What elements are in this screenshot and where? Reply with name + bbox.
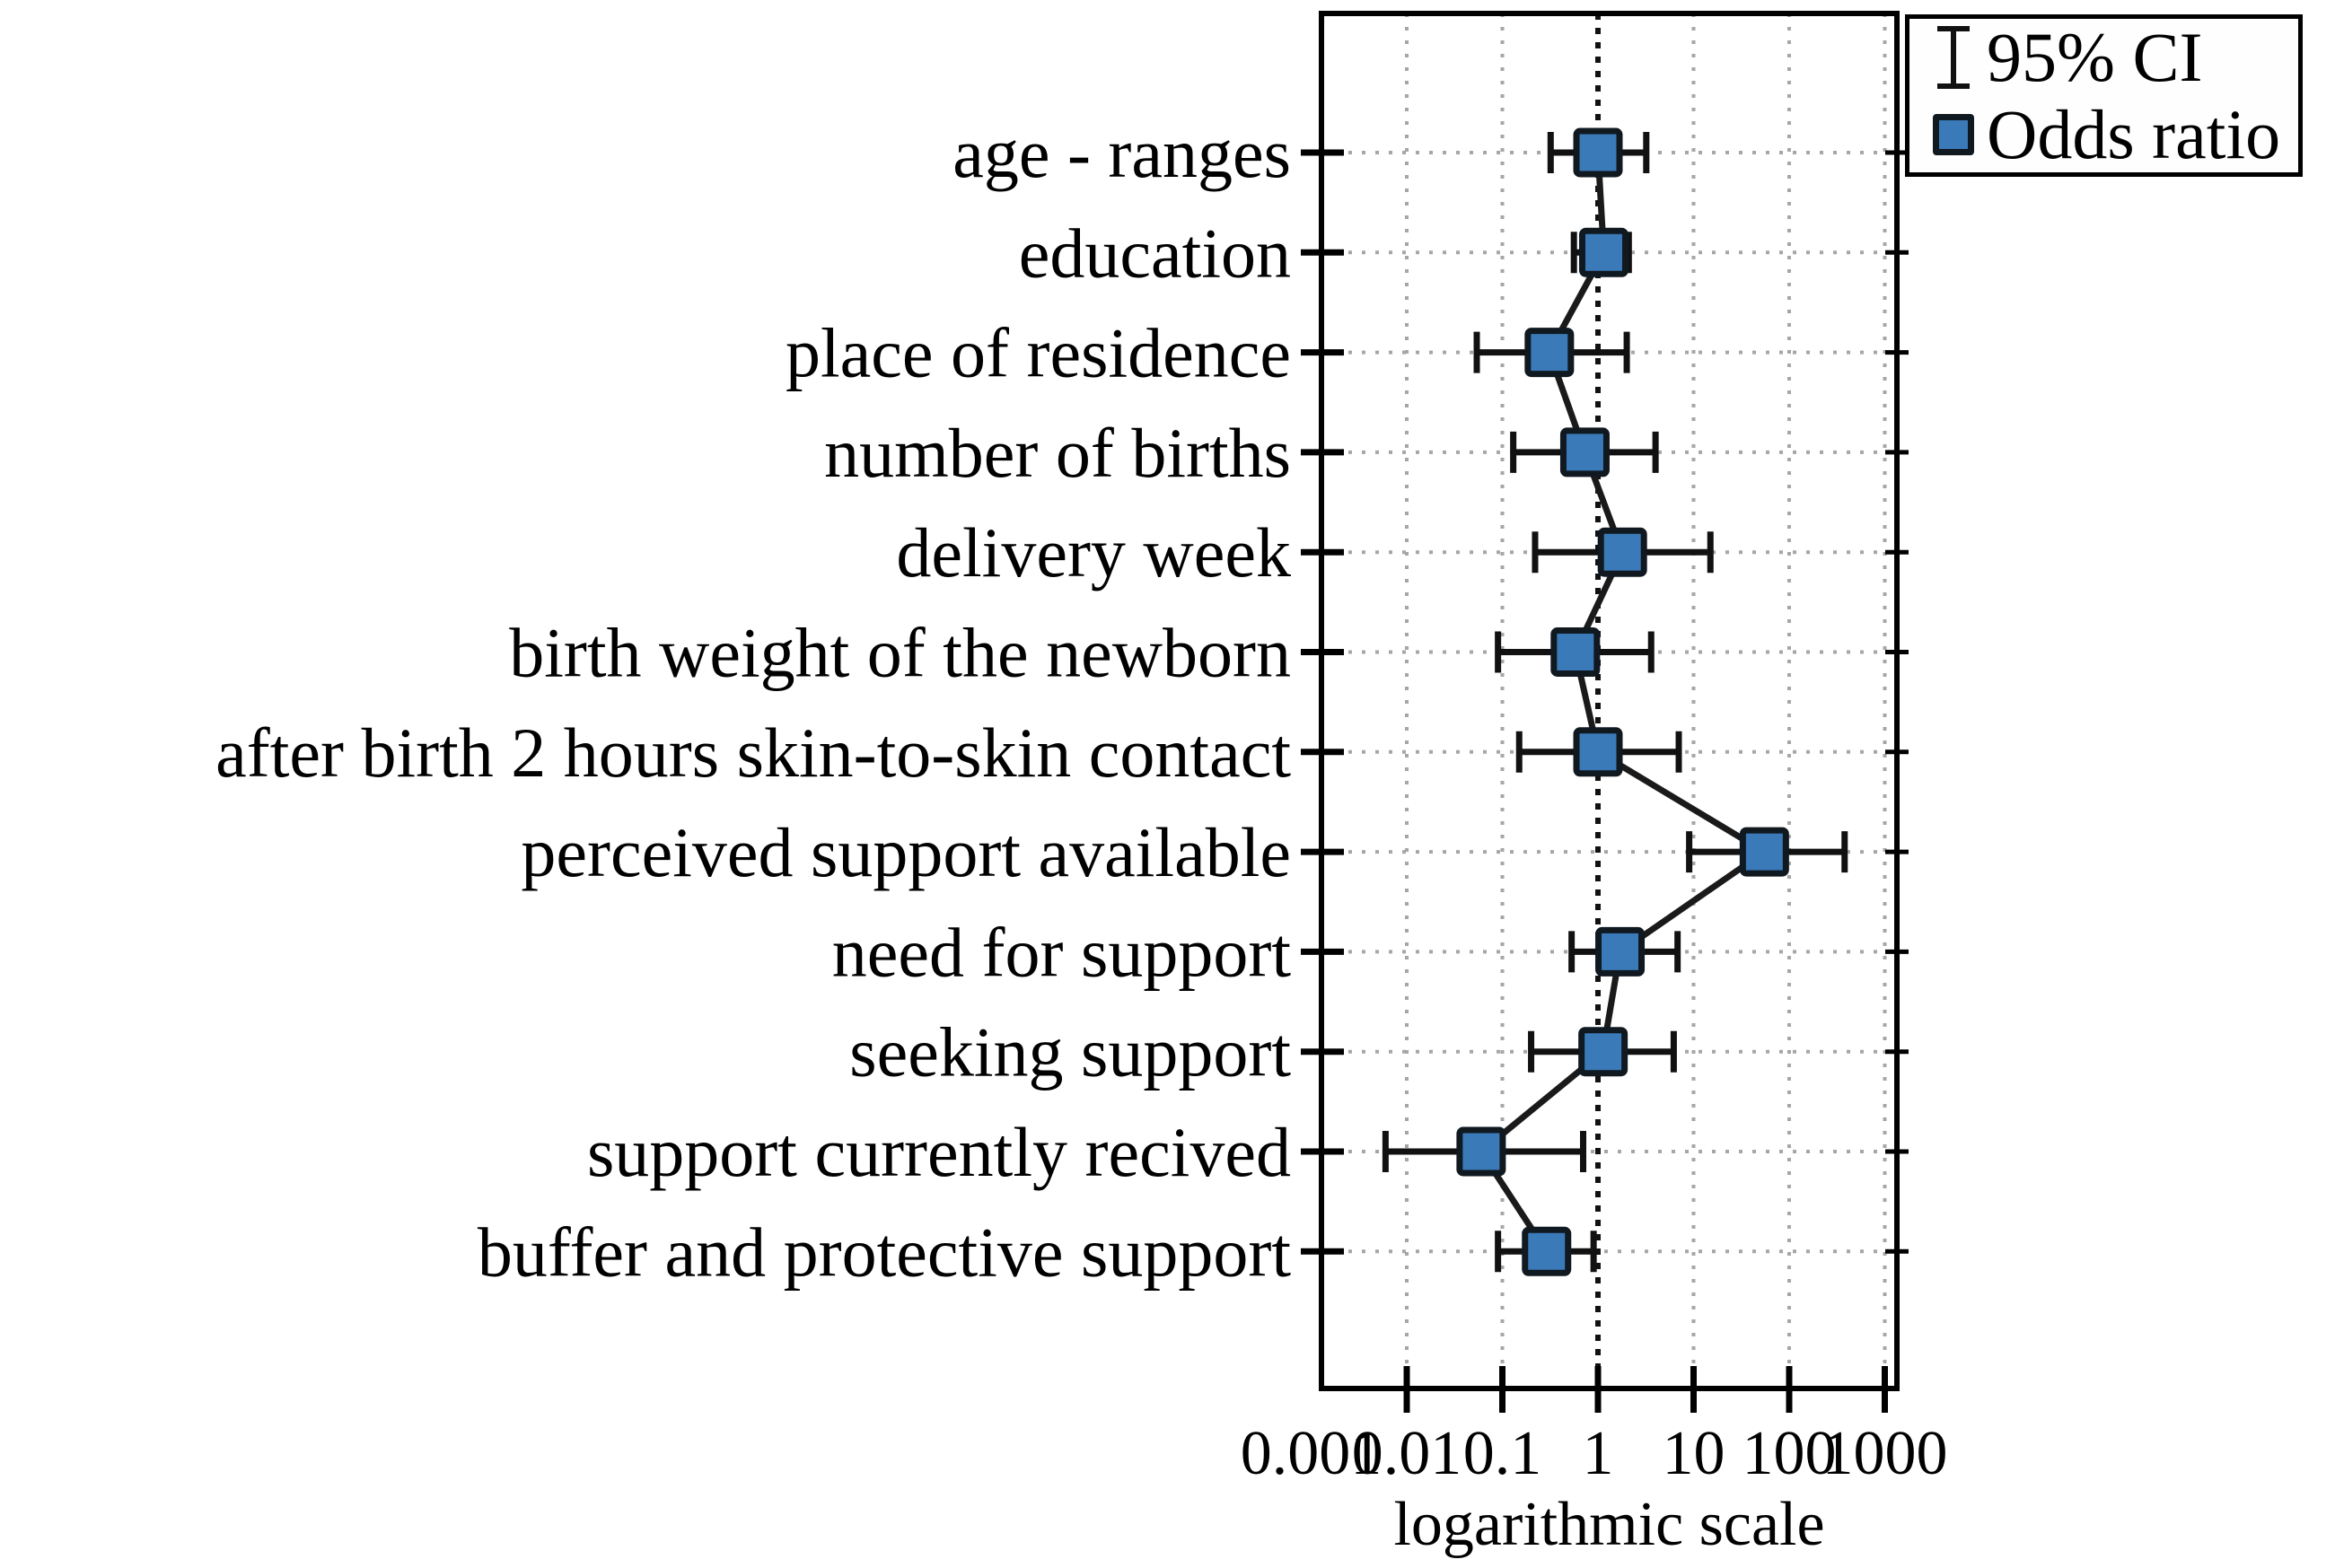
y-axis-label: perceived support available [521,813,1291,891]
odds-ratio-marker [1597,527,1647,577]
series-line [1477,152,1770,1254]
odds-ratio-marker [1550,627,1601,677]
odds-ratio-marker [1522,1226,1572,1276]
odds-ratio-marker [1595,926,1646,977]
odds-ratio-marker-icon [1933,113,1974,155]
x-tick-label: 1000 [1822,1419,1948,1488]
x-tick-label: 0.001 [1241,1419,1383,1488]
odds-ratio-marker [1578,1027,1628,1077]
y-axis-label: number of births [824,414,1291,492]
x-tick-label: 10 [1663,1419,1725,1488]
y-axis-label: birth weight of the newborn [509,614,1291,692]
y-axis-label: seeking support [849,1013,1291,1091]
y-axis-label: education [1019,214,1291,292]
x-tick-label: 0.01 [1352,1419,1462,1488]
odds-ratio-marker [1524,328,1575,378]
odds-ratio-marker [1573,127,1623,178]
x-tick-label: 1 [1583,1419,1614,1488]
x-tick-label: 0.1 [1463,1419,1542,1488]
y-axis-label: support currently recived [587,1113,1291,1191]
odds-ratio-connecting-line [1477,152,1770,1254]
odds-ratio-marker [1456,1126,1506,1177]
y-axis-label: age - ranges [952,114,1291,192]
ci-errorbar-icon [1937,25,1970,89]
odds-ratio-marker [1578,227,1628,277]
plot-border [1319,11,1900,1391]
y-axis-label: place of residence [786,314,1291,392]
legend-label-ci: 95% CI [1987,17,2203,96]
plot-frame [1319,11,1900,1391]
legend: 95% CI Odds ratio [1905,14,2303,177]
odds-ratio-markers [1456,127,1789,1276]
y-axis-label: need for support [832,913,1292,991]
ci-error-bars [1382,132,1848,1273]
legend-item-odds-ratio: Odds ratio [1909,99,2298,171]
axis-ticks [1301,149,1909,1413]
odds-ratio-marker [1739,827,1789,877]
legend-item-ci: 95% CI [1909,22,2298,93]
y-axis-label: buffer and protective support [478,1213,1291,1291]
odds-ratio-marker [1559,427,1610,477]
x-tick-label: 100 [1742,1419,1837,1488]
legend-label-odds-ratio: Odds ratio [1987,94,2281,173]
vertical-gridlines [1405,13,1887,1388]
y-axis-label: after birth 2 hours skin-to-skin contact [215,714,1291,792]
y-axis-labels: age - ranges education place of residence n… [215,114,1291,1291]
y-axis-label: delivery week [896,513,1291,591]
x-axis-label: logarithmic scale [1393,1490,1825,1559]
odds-ratio-marker [1573,727,1623,777]
